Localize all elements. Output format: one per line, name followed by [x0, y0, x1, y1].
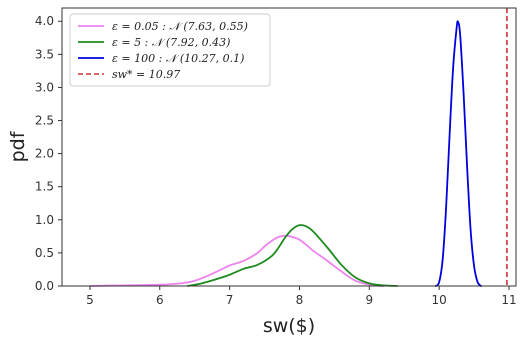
x-tick-label: 6	[156, 293, 164, 307]
y-tick-label: 4.0	[35, 14, 54, 28]
y-tick-label: 1.0	[35, 213, 54, 227]
series-line-1	[89, 234, 385, 287]
y-tick-label: 1.5	[35, 180, 54, 194]
legend-label-series-2: ε = 5 : 𝒩 (7.92, 0.43)	[112, 36, 230, 49]
legend-label-reference: sw* = 10.97	[112, 68, 180, 81]
legend: ε = 0.05 : 𝒩 (7.63, 0.55) ε = 5 : 𝒩 (7.9…	[69, 13, 271, 87]
y-tick-label: 0.0	[35, 279, 54, 293]
y-tick-label: 2.5	[35, 114, 54, 128]
x-tick-label: 11	[501, 293, 516, 307]
plot-area	[89, 8, 508, 287]
legend-label-series-1: ε = 0.05 : 𝒩 (7.63, 0.55)	[112, 20, 248, 33]
x-tick-label: 5	[86, 293, 94, 307]
x-tick-label: 7	[226, 293, 234, 307]
y-tick-label: 3.5	[35, 47, 54, 61]
legend-box	[69, 13, 271, 87]
series-line-3	[434, 20, 482, 287]
y-tick-label: 3.0	[35, 80, 54, 94]
legend-label-series-3: ε = 100 : 𝒩 (10.27, 0.1)	[112, 52, 244, 65]
x-tick-label: 9	[366, 293, 374, 307]
series-line-2	[186, 224, 399, 287]
axis-ticks: 5 6 7 8 9 10 11 0.0 0.5 1.0 1.5 2.0 2.5 3.0 3.5 4.0	[35, 14, 517, 307]
plot-frame	[61, 7, 517, 287]
x-tick-label: 10	[432, 293, 447, 307]
x-axis-label: sw($)	[263, 315, 315, 337]
x-tick-label: 8	[296, 293, 304, 307]
y-tick-label: 2.0	[35, 147, 54, 161]
y-tick-label: 0.5	[35, 246, 54, 260]
y-axis-label: pdf	[7, 130, 29, 162]
